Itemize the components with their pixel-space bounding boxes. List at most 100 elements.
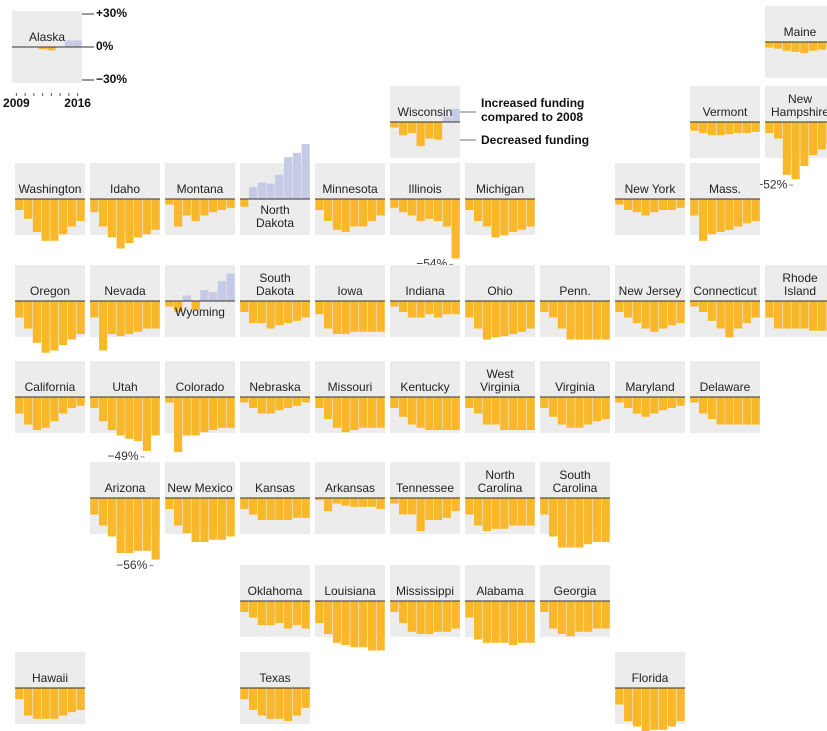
bar — [465, 301, 474, 318]
bar — [716, 199, 725, 232]
bar — [165, 397, 174, 403]
bar — [24, 199, 33, 219]
bar — [134, 199, 143, 238]
bar — [765, 301, 774, 318]
bar — [592, 601, 601, 629]
bar — [301, 498, 310, 518]
bar — [217, 397, 226, 428]
bar — [165, 301, 174, 307]
bar — [765, 42, 774, 48]
bar — [632, 301, 641, 323]
bar — [641, 397, 650, 417]
bar — [451, 301, 460, 315]
bar — [284, 601, 293, 629]
bar — [575, 301, 584, 340]
tile-label: Nebraska — [249, 380, 301, 394]
bar — [324, 397, 333, 419]
bar — [667, 688, 676, 727]
bar — [292, 688, 301, 716]
bar — [275, 601, 284, 623]
bar — [390, 601, 399, 612]
bar — [526, 498, 535, 526]
bar — [451, 108, 460, 122]
bar — [549, 301, 558, 318]
bar — [482, 498, 491, 531]
bar — [734, 397, 743, 425]
bar — [434, 122, 443, 140]
bar — [359, 498, 368, 507]
x-tick-label: 2016 — [64, 96, 91, 110]
bar — [15, 688, 24, 699]
bar — [399, 498, 408, 515]
bar — [575, 397, 584, 428]
bar — [667, 199, 676, 210]
bar — [76, 397, 85, 406]
bar — [182, 397, 191, 436]
tile-label: Iowa — [337, 284, 363, 298]
bar — [390, 199, 399, 208]
bar — [376, 498, 385, 509]
bar — [500, 397, 509, 430]
bar — [584, 601, 593, 632]
bar — [734, 301, 743, 329]
bar — [491, 199, 500, 238]
bar — [509, 397, 518, 430]
bar — [800, 301, 809, 329]
bar — [509, 199, 518, 232]
bar — [191, 498, 200, 542]
bar — [151, 199, 160, 230]
bar — [407, 199, 416, 216]
bar — [107, 301, 116, 334]
tile-label: Vermont — [702, 105, 748, 119]
bar — [249, 688, 258, 710]
bar — [324, 498, 333, 512]
bar — [41, 397, 50, 428]
bar — [50, 397, 59, 422]
tile-label: Missouri — [327, 380, 373, 394]
bar — [209, 199, 218, 213]
bar — [99, 397, 108, 422]
bar — [734, 122, 743, 133]
annotation: Increased funding compared to 2008 — [481, 96, 585, 124]
bar — [465, 199, 474, 210]
bar — [809, 301, 818, 331]
bar — [641, 688, 650, 731]
bar — [350, 601, 359, 648]
bar — [73, 40, 82, 47]
bar — [142, 397, 151, 451]
bar — [517, 601, 526, 643]
bar — [442, 601, 451, 632]
bar — [200, 498, 209, 542]
bar — [275, 174, 284, 199]
tile-label: Florida — [631, 671, 669, 685]
tile-label: Ohio — [487, 284, 513, 298]
bar — [292, 301, 301, 321]
bar — [442, 498, 451, 518]
bar — [540, 301, 549, 312]
tile-label: Montana — [176, 182, 224, 196]
bar — [67, 199, 76, 227]
bar — [624, 301, 633, 318]
bar — [632, 688, 641, 727]
bar — [549, 397, 558, 417]
bar — [742, 122, 751, 133]
bar — [240, 601, 249, 612]
bar — [266, 498, 275, 520]
bar — [615, 397, 624, 403]
tile-label: Louisiana — [324, 584, 376, 598]
tile-label: Indiana — [405, 284, 445, 298]
bar — [191, 397, 200, 436]
tile-label: Colorado — [175, 380, 225, 394]
bar — [566, 498, 575, 548]
bar — [425, 122, 434, 139]
bar — [500, 199, 509, 236]
bar — [699, 199, 708, 241]
bar — [584, 397, 593, 425]
bar — [191, 301, 200, 310]
bar — [641, 301, 650, 329]
bar — [592, 301, 601, 340]
bar — [50, 199, 59, 241]
bar — [41, 301, 50, 353]
bar — [67, 301, 76, 340]
bar — [425, 498, 434, 520]
